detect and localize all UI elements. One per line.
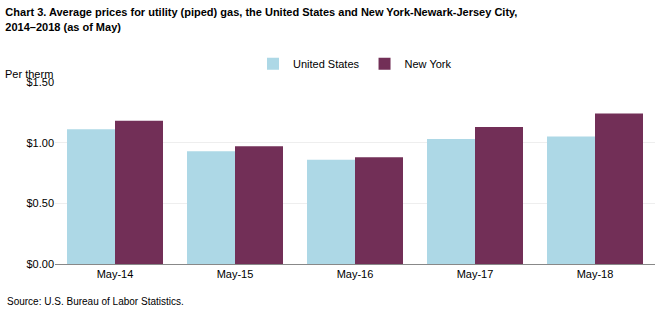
svg-text:May-14: May-14	[97, 268, 134, 280]
svg-text:May-18: May-18	[577, 268, 614, 280]
svg-text:May-15: May-15	[217, 268, 254, 280]
svg-text:New York: New York	[405, 58, 452, 70]
svg-text:$0.50: $0.50	[26, 197, 54, 209]
svg-text:United States: United States	[293, 58, 360, 70]
svg-text:May-17: May-17	[457, 268, 494, 280]
svg-text:$0.00: $0.00	[26, 258, 54, 270]
svg-text:$1.00: $1.00	[26, 137, 54, 149]
svg-text:Source: U.S. Bureau of Labor S: Source: U.S. Bureau of Labor Statistics.	[7, 296, 184, 307]
svg-text:Per therm: Per therm	[5, 68, 53, 80]
svg-text:$1.50: $1.50	[26, 76, 54, 88]
svg-text:May-16: May-16	[337, 268, 374, 280]
svg-text:Chart 3. Average prices for ut: Chart 3. Average prices for utility (pip…	[5, 6, 517, 32]
